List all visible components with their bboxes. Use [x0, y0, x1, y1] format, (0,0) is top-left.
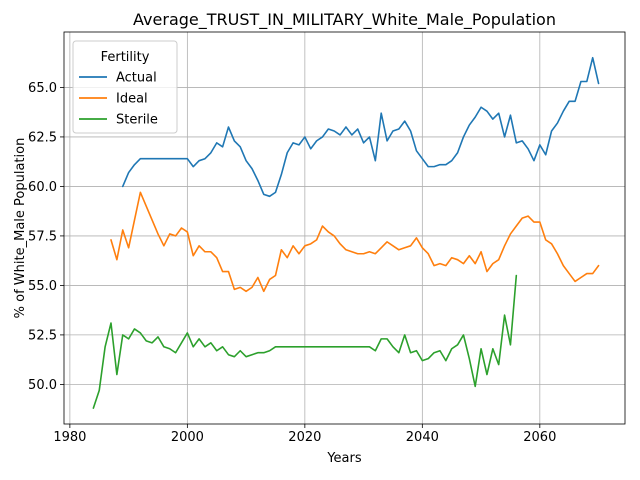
- y-tick-label: 52.5: [28, 328, 57, 343]
- y-axis-label: % of White_Male Population: [13, 138, 28, 319]
- plot-frame: [63, 31, 626, 425]
- legend-entries: Actual Ideal Sterile: [79, 71, 158, 128]
- legend: Fertility Actual Ideal Sterile: [72, 40, 178, 134]
- x-tick-label: 2060: [523, 430, 556, 445]
- x-tick-label: 1980: [53, 430, 86, 445]
- legend-label-ideal: Ideal: [116, 92, 148, 107]
- x-axis-label: Years: [326, 451, 362, 466]
- y-tick-label: 55.0: [28, 279, 57, 294]
- grid: [64, 32, 625, 424]
- ticks: 1980 2000 2020 2040 2060 50.0 52.5 55.0 57.5 60.0…: [28, 81, 556, 445]
- y-tick-label: 65.0: [28, 81, 57, 96]
- y-tick-label: 57.5: [28, 229, 57, 244]
- legend-label-actual: Actual: [116, 71, 157, 86]
- y-tick-label: 50.0: [28, 378, 57, 393]
- series-line-sterile: [92, 274, 518, 409]
- legend-title: Fertility: [101, 50, 150, 65]
- x-tick-label: 2000: [171, 430, 204, 445]
- series-line-actual: [121, 56, 600, 198]
- series-line-ideal: [110, 191, 600, 293]
- x-tick-label: 2020: [288, 430, 321, 445]
- y-tick-label: 60.0: [28, 180, 57, 195]
- y-tick-label: 62.5: [28, 130, 57, 145]
- series-lines: [92, 56, 600, 409]
- chart-title: Average_TRUST_IN_MILITARY_White_Male_Pop…: [133, 10, 556, 30]
- x-tick-label: 2040: [406, 430, 439, 445]
- legend-box: [72, 40, 178, 134]
- legend-label-sterile: Sterile: [116, 113, 158, 128]
